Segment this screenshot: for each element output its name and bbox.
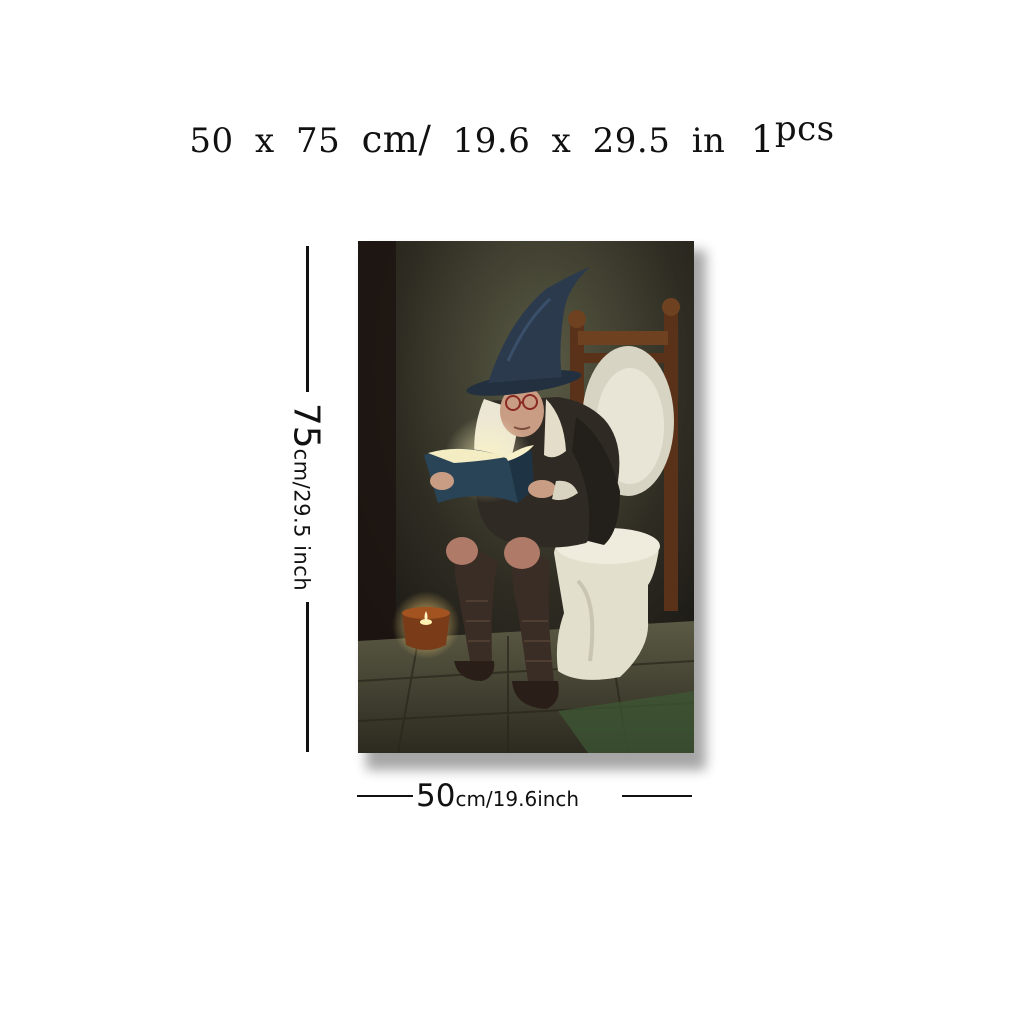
height-dimension-label: 75cm/29.5 inch (286, 403, 327, 591)
width-dimension-line-right (622, 795, 692, 797)
headline-times-2: x (551, 121, 572, 161)
height-dimension-line-bottom (306, 602, 309, 752)
headline-times: x (254, 121, 275, 161)
headline-height-in: 29.5 (592, 121, 671, 161)
headline-quantity-unit: pcs (774, 109, 835, 149)
headline-unit-cm: cm/ (361, 118, 432, 161)
headline-quantity: 1 (750, 118, 775, 161)
headline-width-cm: 50 (189, 121, 234, 161)
headline-width-in: 19.6 (452, 121, 531, 161)
witch-on-toilet-painting (358, 241, 694, 753)
size-headline: 50 x 75 cm/ 19.6 x 29.5 in 1pcs (0, 109, 1024, 161)
height-unit: cm/29.5 inch (289, 448, 314, 592)
width-dimension-label: 50cm/19.6inch (416, 778, 579, 814)
height-dimension-line-top (306, 246, 309, 392)
width-dimension-line-left (357, 795, 413, 797)
headline-height-cm: 75 (295, 121, 341, 161)
headline-unit-in: in (691, 121, 726, 161)
height-value: 75 (285, 402, 327, 449)
width-unit: cm/19.6inch (455, 787, 580, 811)
width-value: 50 (416, 778, 456, 814)
canvas-painting (358, 241, 694, 753)
